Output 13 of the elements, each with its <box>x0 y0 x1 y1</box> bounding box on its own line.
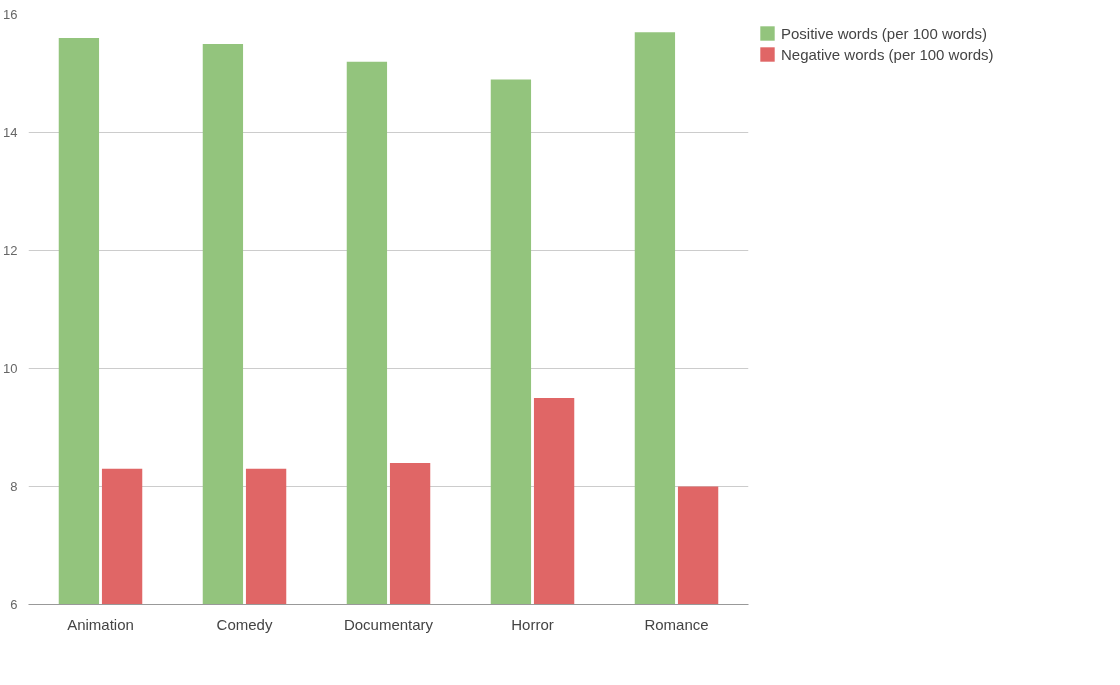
y-tick-label: 10 <box>3 361 18 376</box>
y-tick-label: 6 <box>10 597 18 612</box>
legend-label: Negative words (per 100 words) <box>781 45 994 63</box>
x-tick-label: Comedy <box>216 615 273 633</box>
y-tick-label: 16 <box>3 7 18 22</box>
x-tick-label: Animation <box>67 615 134 633</box>
y-tick-label: 8 <box>10 479 18 494</box>
y-tick-label: 14 <box>3 125 18 140</box>
x-tick-label: Romance <box>644 615 709 633</box>
x-tick-label: Documentary <box>343 615 434 633</box>
legend-label: Positive words (per 100 words) <box>781 24 987 42</box>
x-tick-label: Horror <box>511 615 554 633</box>
y-tick-label: 12 <box>3 243 18 258</box>
